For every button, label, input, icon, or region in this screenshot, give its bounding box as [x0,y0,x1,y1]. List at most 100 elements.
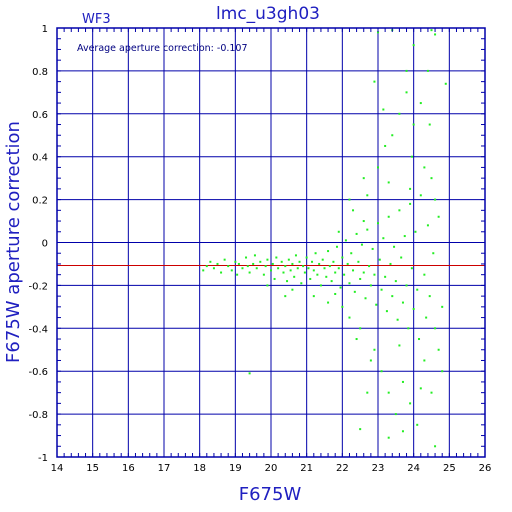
scatter-point [355,338,358,341]
scatter-point [270,269,272,272]
scatter-point [264,265,267,268]
scatter-point [409,402,412,405]
scatter-point [401,301,404,304]
x-tick-label: 15 [86,463,99,474]
y-tick-label: 0.4 [32,153,48,164]
scatter-point [282,271,285,274]
scatter-point [377,222,379,225]
scatter-point [362,220,365,223]
scatter-point [428,123,431,126]
scatter-point [369,359,372,362]
scatter-point [287,258,290,261]
y-tick-label: 1 [42,24,48,35]
scatter-point [318,262,321,265]
scatter-point [425,316,428,319]
scatter-point [316,273,319,276]
scatter-point [393,245,396,248]
scatter-point [398,209,401,212]
scatter-point [280,260,283,263]
scatter-point [428,295,431,298]
scatter-point [412,44,415,47]
scatter-point [360,243,363,246]
scatter-point [341,305,344,308]
scatter-point [296,267,299,270]
scatter-point [355,232,358,235]
scatter-point [401,430,404,433]
scatter-point [369,284,372,287]
scatter-point [291,262,294,265]
scatter-point [400,256,403,259]
x-tick-label: 21 [300,463,313,474]
scatter-point [362,177,365,180]
scatter-point [423,166,426,169]
scatter-point [375,303,378,306]
scatter-point [277,267,280,270]
scatter-point [396,318,399,321]
x-tick-label: 26 [479,463,492,474]
scatter-point [300,282,303,285]
panel-label: WF3 [82,12,111,27]
scatter-point [432,252,435,255]
scatter-point [409,187,412,190]
scatter-point [209,260,212,263]
scatter-point [236,273,239,276]
scatter-point [426,224,429,227]
scatter-point [309,277,312,280]
average-annotation: Average aperture correction: -0.107 [77,43,248,54]
y-tick-labels: -1 -0.8 -0.6 -0.4 -0.2 0 0.2 0.4 0.6 0.8 1 [28,24,48,464]
scatter-point [380,370,383,373]
scatter-point [352,209,355,212]
scatter-point [387,181,390,184]
scatter-point [373,273,376,276]
y-tick-label: -0.8 [28,410,48,421]
scatter-point [387,391,390,394]
scatter-point [385,310,388,313]
scatter-point [437,215,440,218]
scatter-point [246,265,249,268]
x-tick-label: 24 [407,463,420,474]
scatter-point [419,102,422,105]
x-tick-labels: 14 15 16 17 18 19 20 21 22 23 24 25 26 [51,463,492,474]
x-tick-label: 17 [158,463,171,474]
scatter-point [266,258,269,261]
scatter-point [423,273,426,276]
scatter-point [384,275,387,278]
scatter-point [259,260,262,263]
scatter-point [319,284,322,287]
scatter-point [418,338,421,341]
scatter-point [245,256,248,259]
scatter-point [437,348,440,351]
scatter-point [441,370,444,373]
scatter-point [328,265,331,268]
scatter-point [412,123,415,126]
scatter-point [434,33,437,36]
scatter-point [325,275,328,278]
y-tick-label: -0.6 [28,367,48,378]
scatter-point [284,295,287,298]
scatter-point [359,277,362,280]
y-axis-label: F675W aperture correction [3,121,24,363]
data-points [202,29,447,448]
scatter-point [241,267,244,270]
scatter-point [362,271,365,274]
scatter-point [430,177,433,180]
scatter-point [255,267,258,270]
scatter-point [332,260,335,263]
scatter-point [405,284,408,287]
x-tick-label: 16 [122,463,135,474]
scatter-point [398,344,401,347]
scatter-point [430,29,433,32]
y-tick-label: -0.4 [28,324,48,335]
scatter-point [334,271,337,274]
scatter-point [441,305,444,308]
scatter-point [348,316,351,319]
y-tick-label: 0.8 [32,67,48,78]
scatter-point [337,267,340,270]
scatter-point [426,69,429,72]
scatter-point [330,280,333,283]
scatter-point [398,112,401,115]
scatter-point [275,256,278,259]
y-tick-label: -0.2 [28,281,48,292]
scatter-point [368,265,371,268]
